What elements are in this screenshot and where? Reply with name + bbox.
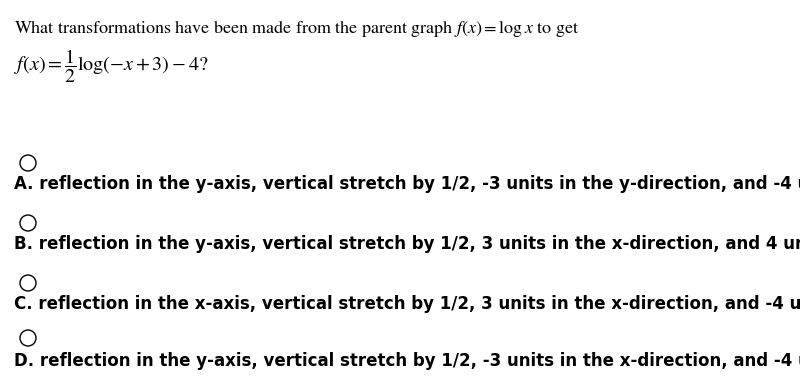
Text: $f(x) = \dfrac{1}{2}\log(-x + 3) - 4$?: $f(x) = \dfrac{1}{2}\log(-x + 3) - 4$? [14,48,209,85]
Text: D. reflection in the y-axis, vertical stretch by 1/2, -3 units in the x-directio: D. reflection in the y-axis, vertical st… [14,352,800,370]
Text: What transformations have been made from the parent graph $f(x) = \log x$ to get: What transformations have been made from… [14,18,579,39]
Text: A. reflection in the y-axis, vertical stretch by 1/2, -3 units in the y-directio: A. reflection in the y-axis, vertical st… [14,175,800,193]
Text: B. reflection in the y-axis, vertical stretch by 1/2, 3 units in the x-direction: B. reflection in the y-axis, vertical st… [14,235,800,253]
Text: C. reflection in the x-axis, vertical stretch by 1/2, 3 units in the x-direction: C. reflection in the x-axis, vertical st… [14,295,800,313]
